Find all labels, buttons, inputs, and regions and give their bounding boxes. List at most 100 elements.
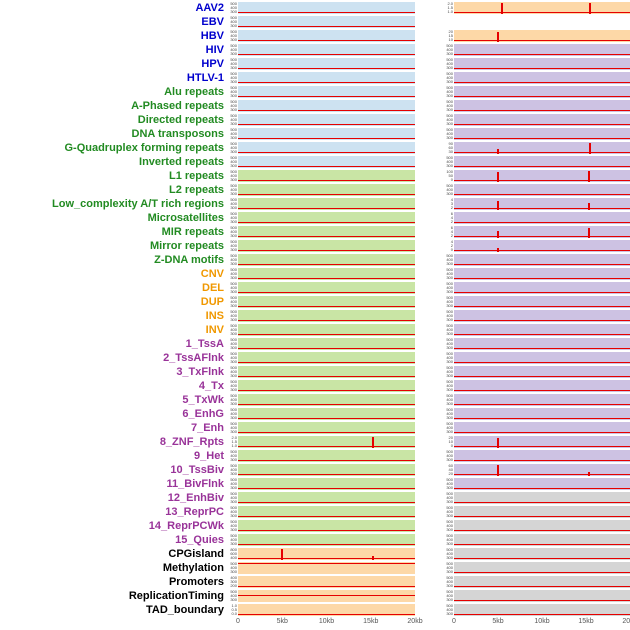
density-baseline	[454, 138, 630, 140]
y-tick-label: 400	[230, 145, 237, 150]
y-tick-label: 400	[446, 579, 453, 584]
y-tick-label: 500	[446, 576, 453, 580]
row-label: HIV	[205, 44, 224, 56]
right-panel-yticks: 5004003002001000	[442, 324, 454, 336]
density-baseline	[238, 488, 415, 490]
left-panel	[238, 408, 415, 420]
density-baseline	[238, 222, 415, 224]
density-baseline	[238, 558, 415, 560]
row-label: DNA transposons	[131, 128, 225, 140]
y-tick-label: 400	[446, 397, 453, 402]
feature-row: L1 repeats5004003002001000100500	[0, 169, 630, 183]
column-gap	[415, 323, 442, 337]
y-tick-label: 300	[446, 359, 453, 364]
y-tick-label: 400	[446, 313, 453, 318]
y-tick-label: 500	[446, 128, 453, 132]
y-tick-label: 90	[448, 142, 453, 146]
right-panel	[454, 100, 630, 112]
y-tick-label: 500	[446, 366, 453, 370]
y-tick-label: 500	[446, 604, 453, 608]
right-panel-yticks: 5004003002001000	[442, 408, 454, 420]
density-baseline	[238, 96, 415, 98]
right-panel-yticks: 6420	[442, 226, 454, 238]
density-baseline	[238, 250, 415, 252]
column-gap	[415, 603, 442, 617]
row-label: CNV	[200, 268, 224, 280]
y-tick-label: 400	[230, 271, 237, 276]
column-gap	[415, 519, 442, 533]
left-panel	[238, 380, 415, 392]
row-label: 13_ReprPC	[165, 506, 224, 518]
row-label: 10_TssBiv	[170, 464, 224, 476]
y-tick-label: 60	[448, 464, 453, 468]
y-tick-label: 300	[446, 499, 453, 504]
y-tick-label: 300	[446, 597, 453, 602]
y-tick-label: 400	[230, 411, 237, 416]
density-baseline	[454, 278, 630, 280]
y-tick-label: 400	[230, 257, 237, 262]
y-tick-label: 500	[230, 30, 237, 34]
y-tick-label: 400	[230, 173, 237, 178]
y-tick-label: 2	[450, 219, 453, 224]
density-spike	[587, 228, 590, 238]
left-panel-yticks: 5004003002001000	[228, 520, 238, 532]
right-panel	[454, 114, 630, 126]
y-tick-label: 300	[230, 261, 237, 266]
left-panel	[238, 170, 415, 182]
left-panel	[238, 240, 415, 252]
left-panel-yticks: 5004003002001000	[228, 534, 238, 546]
column-gap	[415, 561, 442, 575]
row-label: INV	[205, 324, 224, 336]
y-tick-label: 300	[230, 289, 237, 294]
left-panel	[238, 548, 415, 560]
density-baseline	[454, 348, 630, 350]
density-baseline	[238, 110, 415, 112]
y-tick-label: 500	[230, 2, 237, 6]
y-tick-label: 300	[230, 9, 237, 14]
y-tick-label: 500	[230, 254, 237, 258]
right-panel	[454, 478, 630, 490]
y-tick-label: 500	[230, 352, 237, 356]
column-gap	[415, 43, 442, 57]
y-tick-label: 500	[230, 464, 237, 468]
left-panel	[238, 324, 415, 336]
density-baseline	[238, 418, 415, 420]
y-tick-label: 300	[230, 345, 237, 350]
density-baseline	[238, 194, 415, 196]
feature-row: 7_Enh 5004003002001000 5004003002001000	[0, 421, 630, 435]
column-gap	[415, 407, 442, 421]
y-tick-label: 300	[446, 415, 453, 420]
right-panel	[454, 2, 630, 14]
column-gap	[415, 267, 442, 281]
left-panel	[238, 282, 415, 294]
right-panel	[454, 394, 630, 406]
right-panel-yticks: 5004003002001000	[442, 366, 454, 378]
y-tick-label: 500	[446, 338, 453, 342]
right-panel	[454, 44, 630, 56]
feature-row: 15_Quies 5004003002001000 5004003002001000	[0, 533, 630, 547]
feature-row: INV 5004003002001000 5004003002001000	[0, 323, 630, 337]
left-panel	[238, 534, 415, 546]
column-gap	[415, 239, 442, 253]
y-tick-label: 20	[448, 30, 453, 34]
density-baseline	[238, 320, 415, 322]
y-tick-label: 500	[446, 296, 453, 300]
y-tick-label: 500	[230, 408, 237, 412]
y-tick-label: 500	[446, 562, 453, 566]
density-baseline	[454, 110, 630, 112]
y-tick-label: 300	[446, 51, 453, 56]
right-panel	[454, 282, 630, 294]
y-tick-label: 500	[446, 324, 453, 328]
y-tick-label: 300	[230, 233, 237, 238]
y-tick-label: 400	[230, 355, 237, 360]
row-label: 3_TxFlnk	[176, 366, 224, 378]
density-baseline	[238, 124, 415, 126]
y-tick-label: 500	[230, 268, 237, 272]
feature-row: L2 repeats 5004003002001000 50040030020010…	[0, 183, 630, 197]
y-tick-label: 300	[230, 401, 237, 406]
y-tick-label: 400	[446, 537, 453, 542]
left-panel-yticks: 5004003002001000	[228, 352, 238, 364]
density-baseline	[238, 586, 415, 588]
row-label: 1_TssA	[185, 338, 224, 350]
x-axis-row: 0 5kb 10kb 15kb 20kb 0 5kb 10kb 15kb 20kb	[0, 617, 630, 629]
